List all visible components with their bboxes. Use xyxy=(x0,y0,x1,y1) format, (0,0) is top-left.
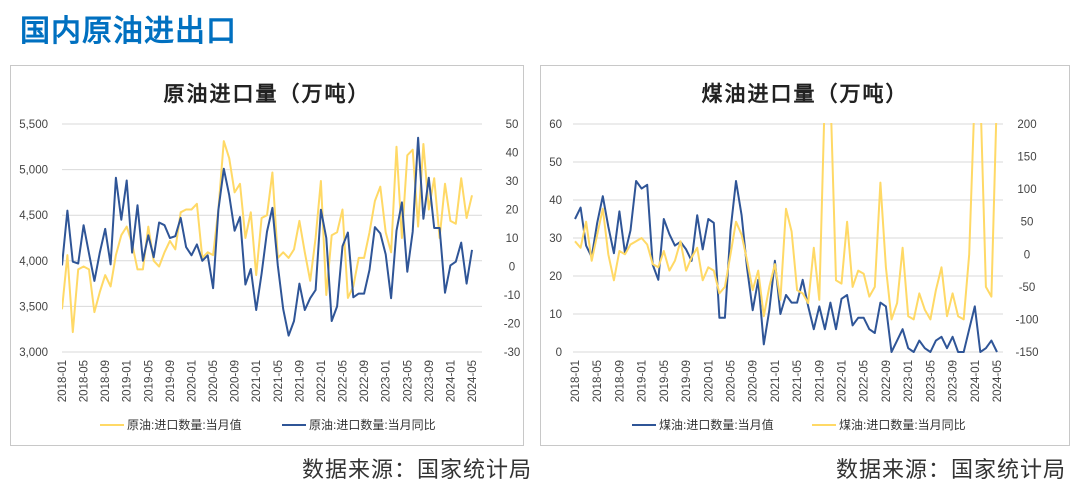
chart-title: 煤油进口量（万吨） xyxy=(701,82,909,106)
chart-title: 原油进口量（万吨） xyxy=(163,82,371,106)
page-title: 国内原油进出口 xyxy=(20,14,237,49)
data-source-note: 数据来源：国家统计局 xyxy=(301,458,532,483)
data-source-note: 数据来源：国家统计局 xyxy=(835,458,1066,483)
crude-oil-chart-panel: 原油进口量（万吨） xyxy=(10,65,524,446)
kerosene-chart-panel: 煤油进口量（万吨） xyxy=(540,65,1070,446)
